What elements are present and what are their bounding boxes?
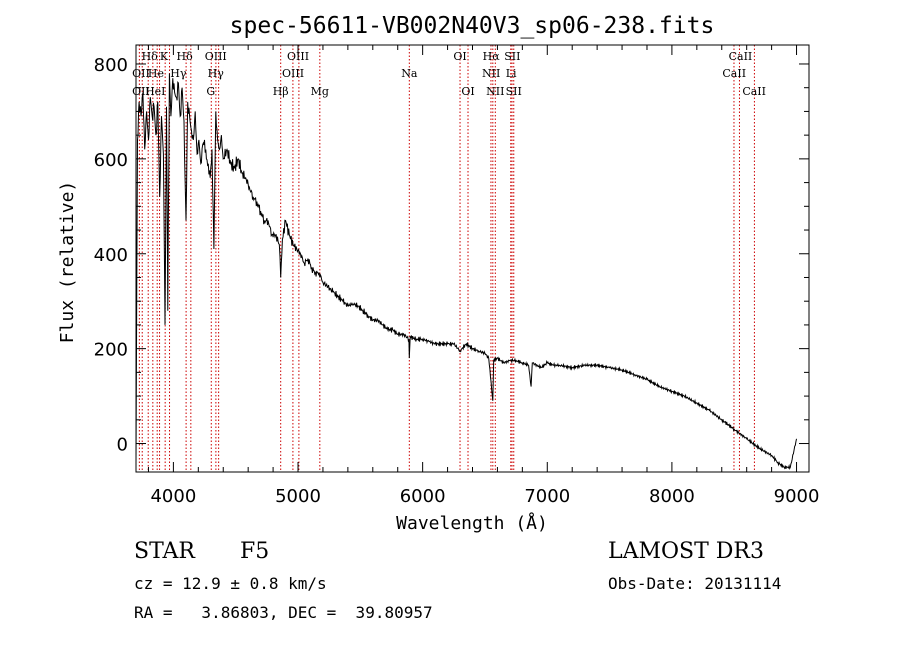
line-label-2: Hδ <box>176 50 193 63</box>
y-tick-label-3: 600 <box>94 150 128 171</box>
line-label-12: Hγ <box>208 67 225 80</box>
line-label-16: Li <box>506 67 517 80</box>
line-label-23: OI <box>461 85 474 98</box>
line-label-3: OIII <box>205 50 227 63</box>
line-label-10: He <box>148 67 164 80</box>
class-label: STAR <box>134 539 195 564</box>
line-label-18: OII <box>132 85 150 98</box>
line-label-0: Hδ <box>142 50 159 63</box>
subclass-label: F5 <box>240 539 270 564</box>
obs-date-label: Obs-Date: 20131114 <box>608 574 782 593</box>
series-flux <box>136 73 797 470</box>
line-label-1: K <box>160 50 169 63</box>
line-label-20: G <box>206 85 215 98</box>
series-layer <box>136 73 797 470</box>
line-label-13: OIII <box>282 67 304 80</box>
x-tick-label-1: 5000 <box>275 486 321 507</box>
x-tick-label-4: 8000 <box>649 486 695 507</box>
y-tick-label-1: 200 <box>94 340 128 361</box>
line-label-11: Hγ <box>170 67 187 80</box>
line-label-25: SII <box>506 85 522 98</box>
coordinates-label: RA = 3.86803, DEC = 39.80957 <box>134 603 433 622</box>
emission-lines-layer <box>138 45 755 472</box>
y-tick-label-4: 800 <box>94 55 128 76</box>
chart-title: spec-56611-VB002N40V3_sp06-238.fits <box>230 13 715 39</box>
survey-label: LAMOST DR3 <box>608 539 764 564</box>
plot-frame <box>135 44 810 473</box>
line-label-9: OII <box>132 67 150 80</box>
x-axis-label: Wavelength (Å) <box>396 512 548 534</box>
line-label-17: CaII <box>722 67 746 80</box>
line-label-15: NII <box>482 67 500 80</box>
line-label-6: Hα <box>483 50 501 63</box>
line-label-8: CaII <box>729 50 753 63</box>
y-axis-label: Flux (relative) <box>57 181 78 344</box>
redshift-label: cz = 12.9 ± 0.8 km/s <box>134 574 327 593</box>
x-tick-label-0: 4000 <box>150 486 196 507</box>
line-label-4: OIII <box>287 50 309 63</box>
line-label-21: Hβ <box>273 85 289 98</box>
line-label-24: NII <box>486 85 504 98</box>
y-tick-label-0: 0 <box>117 435 128 456</box>
y-tick-label-2: 400 <box>94 245 128 266</box>
line-label-22: Mg <box>311 85 329 98</box>
x-tick-label-3: 7000 <box>524 486 570 507</box>
line-label-26: CaII <box>742 85 766 98</box>
line-label-19: HeI <box>145 85 165 98</box>
axes-layer: 4000 5000 6000 7000 8000 9000 0 200 400 600 800 <box>94 44 820 507</box>
x-tick-label-2: 6000 <box>400 486 446 507</box>
x-tick-label-5: 9000 <box>774 486 820 507</box>
line-label-14: Na <box>401 67 418 80</box>
line-label-7: SII <box>504 50 520 63</box>
line-label-5: OI <box>453 50 466 63</box>
